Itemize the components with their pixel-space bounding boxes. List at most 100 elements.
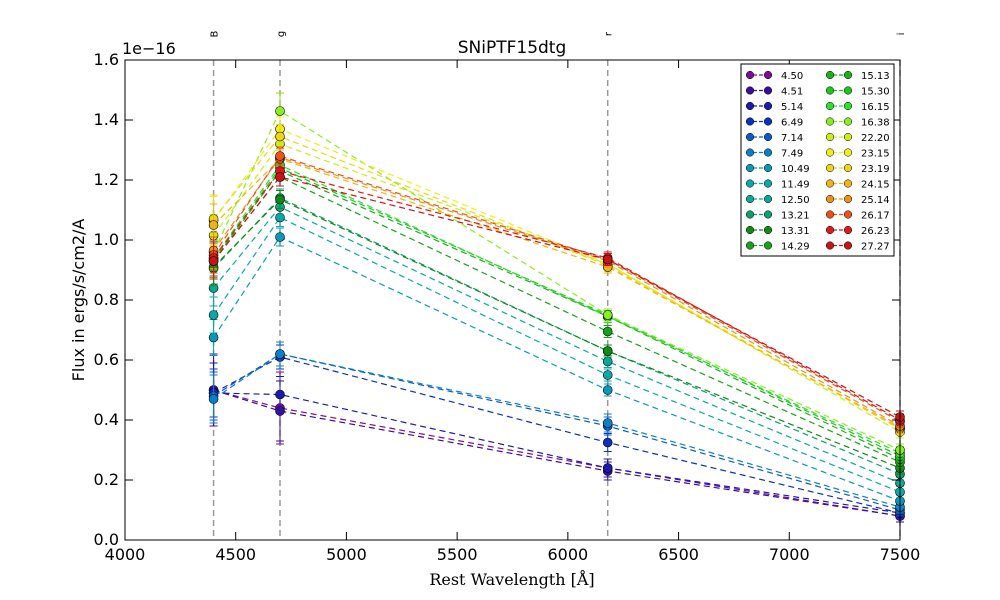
x-tick-label: 7500 bbox=[880, 545, 921, 564]
data-point bbox=[602, 463, 613, 473]
legend-item: 27.27 bbox=[825, 241, 890, 253]
legend-item: 23.19 bbox=[825, 163, 890, 175]
series-line bbox=[213, 167, 901, 457]
data-point bbox=[208, 256, 219, 266]
legend-marker bbox=[843, 70, 853, 80]
series-line bbox=[213, 353, 901, 508]
series-6.49 bbox=[208, 344, 905, 520]
data-point bbox=[602, 437, 613, 448]
legend-marker bbox=[763, 101, 773, 111]
legend-marker bbox=[843, 101, 853, 111]
legend-box bbox=[740, 63, 895, 257]
legend-marker bbox=[843, 179, 853, 188]
legend-marker bbox=[745, 210, 755, 219]
legend-label: 7.49 bbox=[781, 149, 803, 160]
series-line bbox=[213, 356, 901, 514]
legend-marker bbox=[763, 225, 773, 235]
data-point bbox=[275, 106, 285, 116]
series-line bbox=[213, 392, 901, 514]
legend-label: 22.20 bbox=[861, 133, 890, 144]
y-tick-label: 1.0 bbox=[94, 230, 119, 249]
y-tick-label: 0.6 bbox=[94, 350, 119, 369]
legend-label: 7.14 bbox=[781, 133, 803, 144]
legend-label: 12.50 bbox=[781, 195, 810, 206]
series-line bbox=[213, 110, 901, 451]
series-line bbox=[213, 206, 901, 484]
series-line bbox=[213, 176, 901, 418]
legend-marker bbox=[825, 101, 835, 111]
legend-marker bbox=[825, 70, 835, 80]
legend-marker bbox=[745, 163, 755, 173]
legend-marker bbox=[745, 194, 755, 204]
legend-marker bbox=[843, 241, 853, 250]
legend-label: 16.38 bbox=[861, 118, 890, 129]
legend-item: 23.15 bbox=[825, 148, 890, 160]
y-tick-label: 1.2 bbox=[94, 170, 119, 189]
legend-label: 11.49 bbox=[781, 180, 810, 191]
legend-marker bbox=[745, 148, 755, 157]
legend-label: 10.49 bbox=[781, 164, 810, 175]
legend-marker bbox=[825, 117, 835, 126]
data-point bbox=[208, 310, 219, 320]
series-line bbox=[213, 128, 901, 430]
legend-marker bbox=[825, 86, 835, 95]
legend-marker bbox=[843, 163, 853, 173]
data-point bbox=[602, 356, 613, 367]
legend-marker bbox=[825, 225, 835, 235]
series-12.50 bbox=[208, 197, 905, 490]
data-point bbox=[602, 385, 613, 395]
legend-marker bbox=[745, 86, 755, 95]
data-point bbox=[602, 418, 613, 428]
legend-item: 7.14 bbox=[745, 132, 803, 144]
legend-label: 13.21 bbox=[781, 211, 810, 222]
legend-marker bbox=[843, 210, 853, 219]
x-tick-label: 5500 bbox=[437, 545, 478, 564]
legend-marker bbox=[825, 210, 835, 219]
x-tick-label: 6000 bbox=[547, 545, 588, 564]
legend-item: 13.21 bbox=[745, 210, 810, 222]
x-tick-label: 5000 bbox=[326, 545, 367, 564]
legend-label: 4.51 bbox=[781, 87, 803, 98]
series-4.51 bbox=[208, 353, 905, 523]
legend-marker bbox=[825, 163, 835, 173]
legend-item: 26.17 bbox=[825, 210, 890, 222]
chart-title: SNiPTF15dtg bbox=[458, 38, 567, 58]
band-label: r bbox=[604, 31, 615, 36]
series-line bbox=[213, 155, 901, 423]
legend-item: 14.29 bbox=[745, 241, 810, 253]
legend-item: 7.49 bbox=[745, 148, 803, 160]
legend-item: 11.49 bbox=[745, 179, 810, 191]
legend-marker bbox=[763, 163, 773, 173]
y-exponent-label: 1e−16 bbox=[122, 39, 176, 58]
series-line bbox=[213, 156, 901, 427]
series-line bbox=[213, 170, 901, 460]
data-point bbox=[602, 310, 613, 320]
legend-marker bbox=[763, 132, 773, 142]
legend-marker bbox=[763, 117, 773, 126]
legend-marker bbox=[763, 179, 773, 188]
x-tick-label: 4000 bbox=[105, 545, 146, 564]
y-tick-label: 0.4 bbox=[94, 410, 119, 429]
data-point bbox=[275, 194, 285, 205]
series-line bbox=[213, 198, 901, 469]
legend-marker bbox=[825, 132, 835, 142]
series-layer bbox=[208, 92, 905, 523]
legend-item: 16.38 bbox=[825, 117, 890, 129]
legend-marker bbox=[843, 117, 853, 126]
legend-item: 10.49 bbox=[745, 163, 810, 175]
data-point bbox=[275, 172, 285, 182]
legend-label: 23.19 bbox=[861, 164, 890, 175]
legend-marker bbox=[763, 86, 773, 95]
series-line bbox=[213, 353, 901, 511]
x-tick-label: 4500 bbox=[215, 545, 256, 564]
series-line bbox=[213, 170, 901, 421]
legend-item: 15.13 bbox=[825, 70, 890, 82]
legend-marker bbox=[745, 70, 755, 80]
legend-item: 16.15 bbox=[825, 101, 890, 113]
legend-marker bbox=[825, 194, 835, 204]
series-10.49 bbox=[208, 227, 905, 508]
series-line bbox=[213, 216, 901, 493]
x-tick-label: 7000 bbox=[769, 545, 810, 564]
legend-item: 13.31 bbox=[745, 225, 810, 237]
